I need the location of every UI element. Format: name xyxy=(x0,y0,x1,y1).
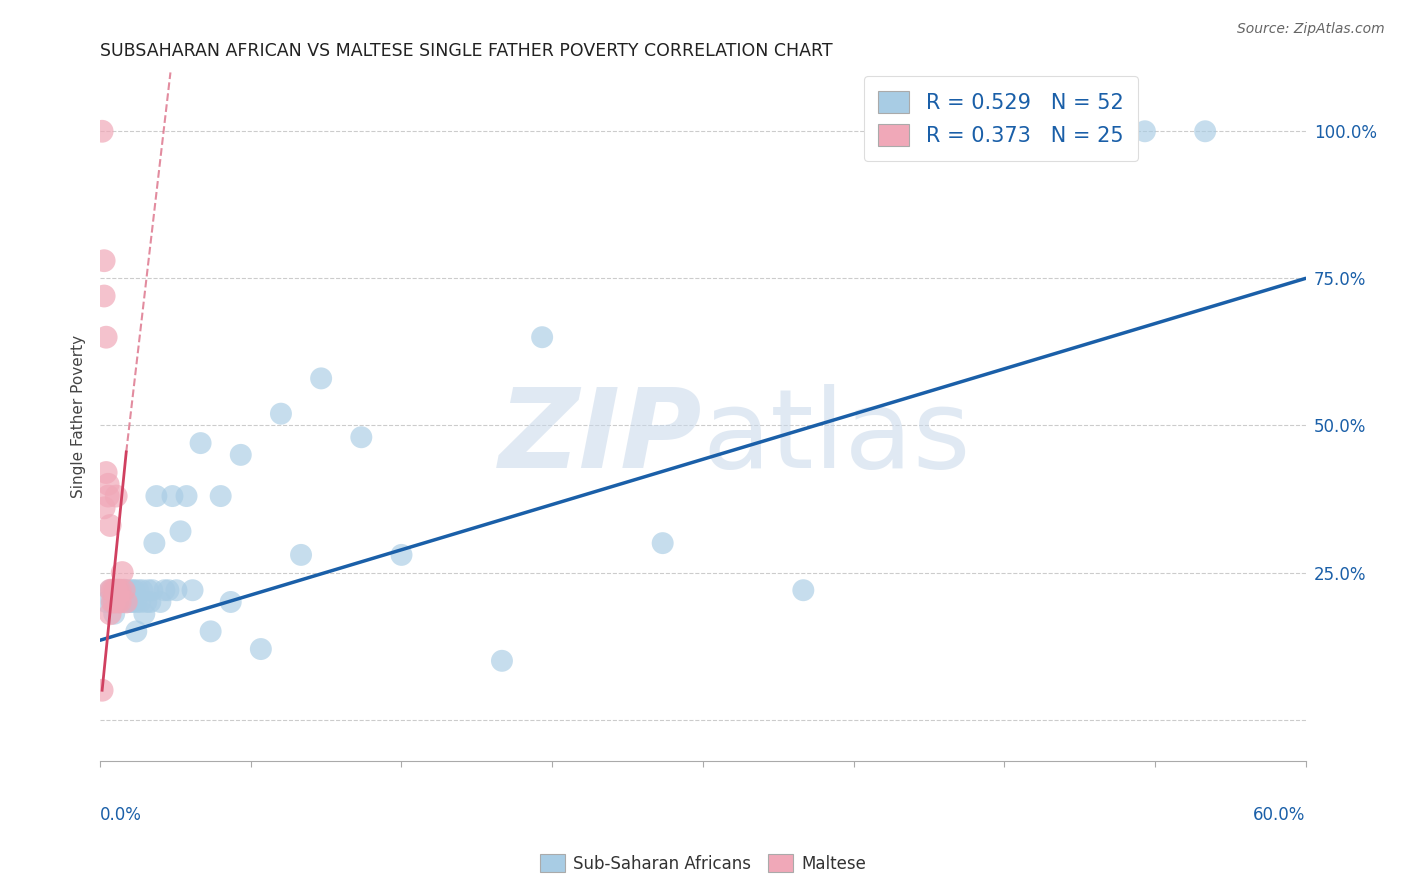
Point xyxy=(229,448,252,462)
Point xyxy=(190,436,212,450)
Point xyxy=(290,548,312,562)
Point xyxy=(125,595,148,609)
Point xyxy=(350,430,373,444)
Point xyxy=(107,595,129,609)
Point xyxy=(115,595,138,609)
Point xyxy=(97,477,120,491)
Point xyxy=(105,489,128,503)
Point xyxy=(103,607,125,621)
Point xyxy=(93,500,115,515)
Point xyxy=(138,583,160,598)
Point xyxy=(107,583,129,598)
Point xyxy=(110,583,132,598)
Point xyxy=(111,566,134,580)
Point xyxy=(124,583,146,598)
Point xyxy=(103,583,125,598)
Point xyxy=(1194,124,1216,138)
Point xyxy=(131,583,153,598)
Point xyxy=(157,583,180,598)
Point xyxy=(110,595,132,609)
Point xyxy=(181,583,204,598)
Text: Source: ZipAtlas.com: Source: ZipAtlas.com xyxy=(1237,22,1385,37)
Point xyxy=(112,583,135,598)
Point xyxy=(491,654,513,668)
Point xyxy=(127,583,149,598)
Point xyxy=(143,536,166,550)
Point xyxy=(112,583,135,598)
Point xyxy=(110,583,132,598)
Point xyxy=(176,489,198,503)
Point xyxy=(153,583,176,598)
Point xyxy=(145,489,167,503)
Point xyxy=(651,536,673,550)
Point xyxy=(93,253,115,268)
Point xyxy=(103,595,125,609)
Point xyxy=(96,595,118,609)
Point xyxy=(1133,124,1156,138)
Point xyxy=(107,595,129,609)
Point xyxy=(135,595,157,609)
Point xyxy=(125,624,148,639)
Point xyxy=(96,330,118,344)
Point xyxy=(101,583,124,598)
Text: ZIP: ZIP xyxy=(499,384,703,491)
Point xyxy=(98,583,121,598)
Point xyxy=(91,683,114,698)
Y-axis label: Single Father Poverty: Single Father Poverty xyxy=(72,335,86,499)
Point xyxy=(101,595,124,609)
Point xyxy=(111,595,134,609)
Point xyxy=(391,548,413,562)
Point xyxy=(129,595,152,609)
Point xyxy=(134,607,156,621)
Point xyxy=(121,583,143,598)
Point xyxy=(219,595,242,609)
Point xyxy=(120,595,142,609)
Point xyxy=(270,407,292,421)
Point xyxy=(101,595,124,609)
Point xyxy=(141,583,163,598)
Point xyxy=(309,371,332,385)
Point xyxy=(105,583,128,598)
Point xyxy=(98,583,121,598)
Point xyxy=(169,524,191,539)
Legend: Sub-Saharan Africans, Maltese: Sub-Saharan Africans, Maltese xyxy=(533,847,873,880)
Point xyxy=(97,489,120,503)
Point xyxy=(105,583,128,598)
Point xyxy=(96,466,118,480)
Text: 0.0%: 0.0% xyxy=(100,805,142,823)
Point xyxy=(139,595,162,609)
Point xyxy=(149,595,172,609)
Legend: R = 0.529   N = 52, R = 0.373   N = 25: R = 0.529 N = 52, R = 0.373 N = 25 xyxy=(863,76,1139,161)
Point xyxy=(531,330,554,344)
Point xyxy=(121,595,143,609)
Point xyxy=(200,624,222,639)
Point xyxy=(98,518,121,533)
Text: 60.0%: 60.0% xyxy=(1253,805,1306,823)
Text: atlas: atlas xyxy=(703,384,972,491)
Point xyxy=(115,595,138,609)
Point xyxy=(250,642,273,657)
Point xyxy=(166,583,188,598)
Point xyxy=(162,489,184,503)
Text: SUBSAHARAN AFRICAN VS MALTESE SINGLE FATHER POVERTY CORRELATION CHART: SUBSAHARAN AFRICAN VS MALTESE SINGLE FAT… xyxy=(100,42,832,60)
Point xyxy=(792,583,814,598)
Point xyxy=(93,289,115,303)
Point xyxy=(117,583,139,598)
Point xyxy=(209,489,232,503)
Point xyxy=(98,607,121,621)
Point xyxy=(91,124,114,138)
